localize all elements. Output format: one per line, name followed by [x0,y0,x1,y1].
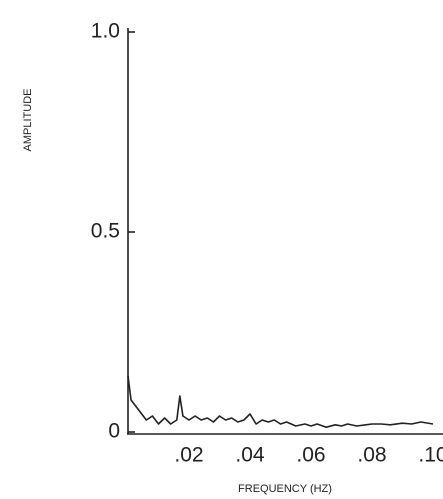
x-tick-label: .10 [418,444,443,467]
y-tick-label: 0 [108,420,120,443]
y-tick-label: 0.5 [91,220,120,243]
x-tick-label: .04 [235,444,265,467]
x-axis-title: FREQUENCY (HZ) [238,483,332,495]
x-tick-label: .02 [174,444,203,467]
x-tick-label: .08 [357,444,386,467]
data-line [127,375,434,428]
y-tick-label: 1.0 [91,20,120,43]
x-tick-label: .06 [296,444,325,467]
y-axis-title: AMPLITUDE [22,89,34,152]
